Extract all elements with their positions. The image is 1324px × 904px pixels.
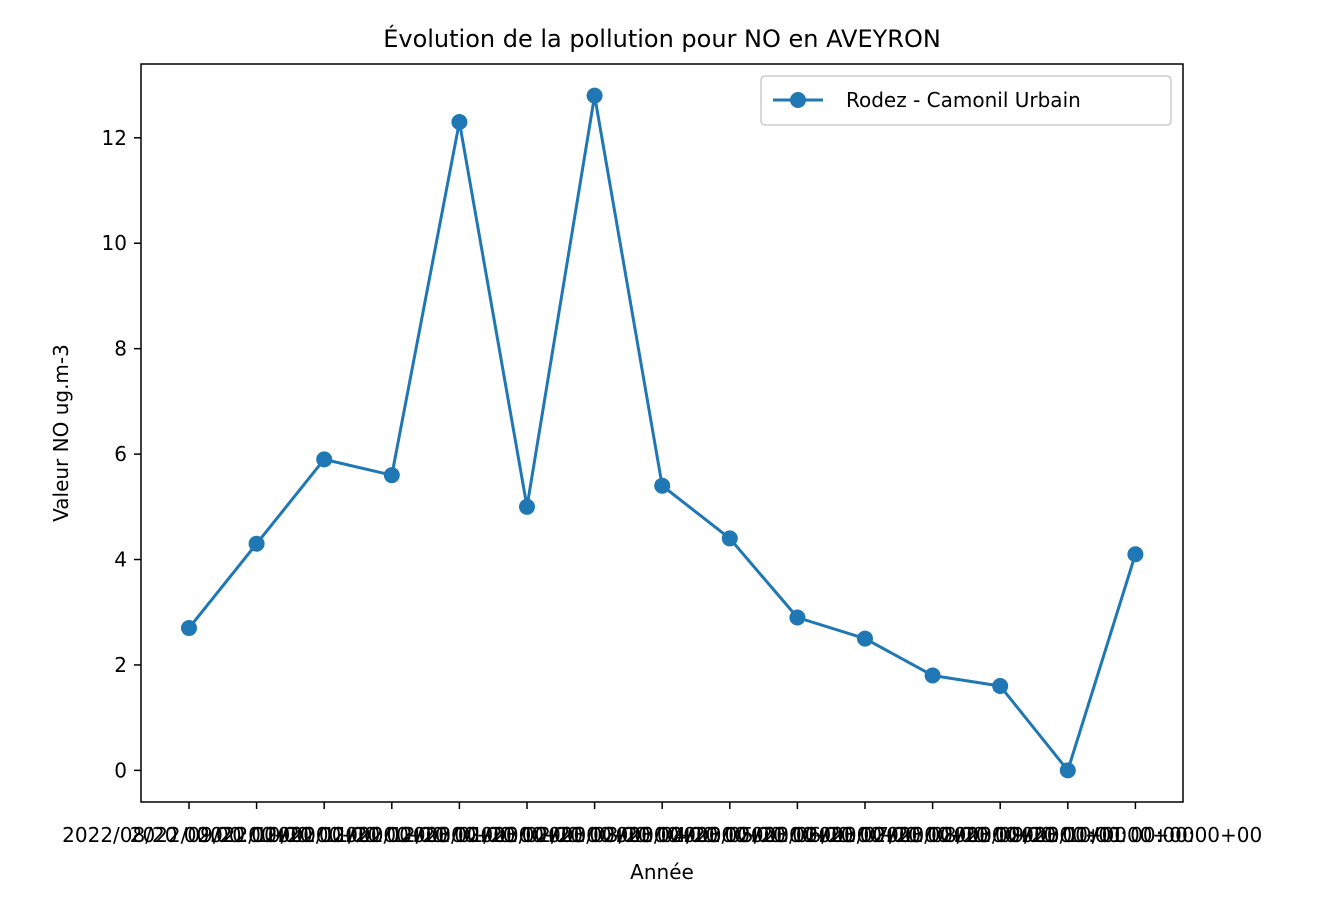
- data-point: [383, 467, 400, 484]
- chart-title: Évolution de la pollution pour NO en AVE…: [383, 24, 941, 53]
- series-layer: [181, 87, 1144, 779]
- x-tick-label: 2022/10/20 00:00:00+00: [197, 823, 451, 847]
- data-point: [721, 530, 738, 547]
- x-tick-label: 2022/11/20 00:00:00+00: [265, 823, 519, 847]
- data-point: [451, 113, 468, 130]
- legend-marker-swatch: [790, 92, 806, 108]
- x-tick-label: 2023/07/20 00:00:00+00: [806, 823, 1060, 847]
- y-tick-label: 6: [114, 442, 127, 466]
- x-tick-label: 2022/08/20 00:00:00+00: [62, 823, 316, 847]
- data-point: [654, 477, 671, 494]
- y-tick-label: 8: [114, 337, 127, 361]
- x-tick-label: 2023/04/20 00:00:00+00: [603, 823, 857, 847]
- data-point: [789, 609, 806, 626]
- x-tick-label: 2023/06/20 00:00:00+00: [738, 823, 992, 847]
- x-tick-label: 2023/02/20 00:00:00+00: [468, 823, 722, 847]
- x-tick-label: 2023/08/20 00:00:00+00: [873, 823, 1127, 847]
- data-point: [1127, 546, 1144, 563]
- data-point: [1059, 762, 1076, 779]
- x-tick-label: 2023/03/20 00:00:00+00: [535, 823, 789, 847]
- y-axis-ticks: 0 2 4 6 8 10 12: [102, 126, 141, 782]
- y-tick-label: 2: [114, 653, 127, 677]
- x-tick-label: 2022/12/20 00:00:00+00: [333, 823, 587, 847]
- x-tick-label: 2023/01/20 00:00:00+00: [400, 823, 654, 847]
- legend-label: Rodez - Camonil Urbain: [846, 88, 1081, 112]
- data-point: [857, 630, 873, 647]
- data-point: [586, 87, 603, 104]
- legend: Rodez - Camonil Urbain: [760, 75, 1172, 126]
- x-axis-title: Année: [630, 860, 694, 884]
- y-tick-label: 0: [114, 758, 127, 782]
- plot-frame: [140, 63, 1184, 803]
- x-tick-label: 2023/05/20 00:00:00+00: [671, 823, 925, 847]
- y-tick-label: 10: [102, 231, 127, 255]
- legend-box: [760, 75, 1172, 126]
- x-tick-label: 2023/10/01 00:00:00+00: [1009, 823, 1263, 847]
- y-axis-title: Valeur NO ug.m-3: [49, 344, 73, 522]
- x-tick-label: 2023/09/20 00:00:00+00: [941, 823, 1195, 847]
- data-point: [992, 678, 1009, 695]
- y-tick-label: 4: [114, 548, 127, 572]
- data-point: [181, 620, 197, 637]
- x-tick-label: 2022/09/20 00:00:00+00: [130, 823, 384, 847]
- data-point: [519, 498, 535, 515]
- data-point: [316, 451, 333, 468]
- data-point: [248, 535, 265, 552]
- data-point: [924, 667, 941, 684]
- y-tick-label: 12: [102, 126, 127, 150]
